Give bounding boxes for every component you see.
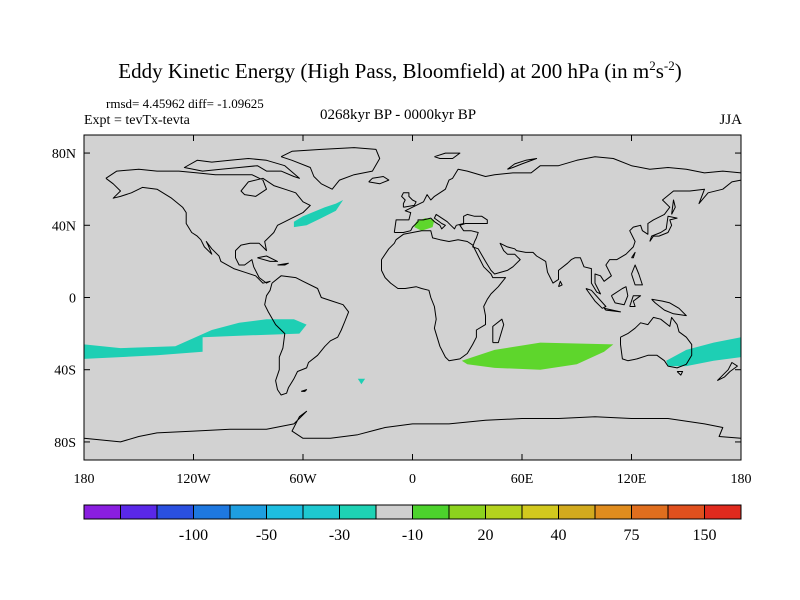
x-tick-label: 180 <box>731 472 752 487</box>
coastline-borneo <box>610 286 629 306</box>
map-ticks <box>83 135 742 460</box>
coastline-africa <box>381 230 507 362</box>
y-tick-label: 40S <box>54 364 76 379</box>
colorbar-box <box>266 504 304 520</box>
coastline-svalbard <box>434 152 461 159</box>
title-exponent-2: -2 <box>663 58 675 73</box>
colorbar-label: -100 <box>179 527 208 544</box>
coastline-north-america <box>105 168 311 284</box>
coastline-british-isles <box>401 192 417 208</box>
colorbar-label: 40 <box>551 527 567 544</box>
coastline-taiwan <box>631 251 636 259</box>
coastline-falklands <box>301 389 308 392</box>
colorbar-box <box>594 504 632 520</box>
season-label: JJA <box>719 112 742 128</box>
colorbar-box <box>412 504 450 520</box>
experiment-label: Expt = tevTx-tevta <box>84 113 190 128</box>
coastline-australia <box>620 316 693 369</box>
anomaly-region-south-pacific-negative <box>84 319 307 359</box>
colorbar-box <box>83 504 121 520</box>
colorbar-label: -30 <box>329 527 350 544</box>
colorbar-box <box>521 504 559 520</box>
anomaly-region-north-atlantic-negative <box>293 200 344 228</box>
coastline-south-america <box>264 275 350 396</box>
x-tick-label: 120E <box>617 472 647 487</box>
y-tick-label: 0 <box>69 292 76 307</box>
coastline-philippines <box>631 264 643 286</box>
coastline-hispaniola <box>277 262 289 266</box>
y-tick-label: 40N <box>52 219 76 234</box>
colorbar-box <box>448 504 486 520</box>
anomaly-region-south-atlantic-speck <box>357 378 366 385</box>
coastline-tasmania <box>676 371 684 376</box>
coastline-antarctica <box>83 410 742 443</box>
colorbar-box <box>704 504 742 520</box>
map-background <box>84 135 741 460</box>
colorbar-label: -10 <box>402 527 423 544</box>
colorbar-box <box>120 504 158 520</box>
x-tick-label: 0 <box>409 472 416 487</box>
coastlines <box>83 147 742 443</box>
colorbar-labels: -100 -50 -30 -10 20 40 75 150 <box>179 527 717 544</box>
colorbar-box <box>485 504 523 520</box>
coastline-iceland <box>368 176 390 185</box>
colorbar-label: -50 <box>256 527 277 544</box>
colorbar-box <box>339 504 377 520</box>
coastline-madagascar <box>492 318 505 344</box>
coastline-novaya-zemlya <box>507 158 538 170</box>
title-text: Eddy Kinetic Energy (High Pass, Bloomfie… <box>118 59 650 83</box>
coastline-cuba <box>257 255 278 262</box>
y-tick-label: 80S <box>54 436 76 451</box>
colorbar-label: 75 <box>624 527 640 544</box>
coastline-sumatra <box>585 288 607 309</box>
x-tick-label: 60E <box>511 472 534 487</box>
coastline-eurasia <box>393 156 742 295</box>
colorbar-box <box>229 504 267 520</box>
x-tick-label: 120W <box>176 472 211 487</box>
colorbar-box <box>156 504 194 520</box>
coastline-new-zealand <box>716 362 738 382</box>
coastline-greenland <box>280 147 381 190</box>
anomaly-region-south-indian-positive <box>461 342 614 370</box>
x-tick-label: 60W <box>289 472 317 487</box>
title-close: ) <box>674 59 682 83</box>
title-exponent-1: 2 <box>649 58 656 73</box>
coastline-sakhalin <box>671 199 676 215</box>
colorbar-box <box>667 504 705 520</box>
colorbar-boxes <box>83 504 742 520</box>
coastline-java <box>603 307 621 313</box>
colorbar-box <box>631 504 669 520</box>
colorbar-box <box>558 504 596 520</box>
anomaly-region-mediterranean-positive <box>414 218 435 231</box>
colorbar-label: 20 <box>478 527 494 544</box>
map-title: Eddy Kinetic Energy (High Pass, Bloomfie… <box>0 58 800 84</box>
coastline-canadian-arctic <box>183 158 300 179</box>
coastline-new-guinea <box>651 298 687 317</box>
colorbar-box <box>302 504 340 520</box>
map-tick-labels: 80N 40N 0 40S 80S 180 120W 60W 0 60E 120E 180 <box>52 147 752 487</box>
colorbar-box <box>193 504 231 520</box>
title-unit-s: s <box>655 59 664 83</box>
coastline-sri-lanka <box>558 280 563 288</box>
anomaly-region-tasman-negative <box>666 337 741 367</box>
period-label: 0268kyr BP - 0000kyr BP <box>320 107 477 123</box>
anomaly-regions <box>84 200 741 385</box>
coastline-sulawesi <box>629 295 642 307</box>
x-tick-label: 180 <box>74 472 95 487</box>
stats-line: rmsd= 4.45962 diff= -1.09625 <box>106 96 264 111</box>
colorbar-box <box>375 504 413 520</box>
coastline-japan <box>649 215 678 242</box>
colorbar-label: 150 <box>693 527 717 544</box>
y-tick-label: 80N <box>52 147 76 162</box>
